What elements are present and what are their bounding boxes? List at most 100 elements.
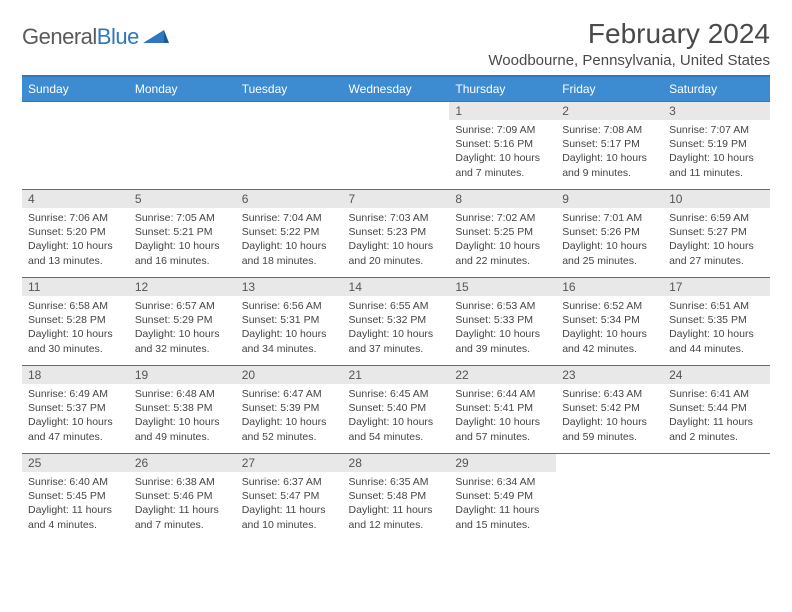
daylight-line: Daylight: 10 hours and 42 minutes. <box>562 327 657 355</box>
sunset-line: Sunset: 5:28 PM <box>28 313 123 327</box>
day-number: 1 <box>449 102 556 120</box>
sunset-line: Sunset: 5:22 PM <box>242 225 337 239</box>
daylight-line: Daylight: 10 hours and 49 minutes. <box>135 415 230 443</box>
weekday-header: Thursday <box>449 77 556 102</box>
calendar-day-cell: 15Sunrise: 6:53 AMSunset: 5:33 PMDayligh… <box>449 278 556 366</box>
brand-logo: GeneralBlue <box>22 18 169 50</box>
sunrise-line: Sunrise: 6:43 AM <box>562 387 657 401</box>
calendar-day-cell: 27Sunrise: 6:37 AMSunset: 5:47 PMDayligh… <box>236 454 343 542</box>
sunrise-line: Sunrise: 6:59 AM <box>669 211 764 225</box>
daylight-line: Daylight: 10 hours and 52 minutes. <box>242 415 337 443</box>
calendar-day-cell: 18Sunrise: 6:49 AMSunset: 5:37 PMDayligh… <box>22 366 129 454</box>
sunrise-line: Sunrise: 6:34 AM <box>455 475 550 489</box>
day-details: Sunrise: 6:37 AMSunset: 5:47 PMDaylight:… <box>236 472 343 536</box>
calendar-day-cell: 12Sunrise: 6:57 AMSunset: 5:29 PMDayligh… <box>129 278 236 366</box>
calendar-week-row: 11Sunrise: 6:58 AMSunset: 5:28 PMDayligh… <box>22 278 770 366</box>
sunrise-line: Sunrise: 6:40 AM <box>28 475 123 489</box>
sunrise-line: Sunrise: 6:35 AM <box>349 475 444 489</box>
daylight-line: Daylight: 10 hours and 44 minutes. <box>669 327 764 355</box>
day-number: 21 <box>343 366 450 384</box>
sunrise-line: Sunrise: 7:01 AM <box>562 211 657 225</box>
sunset-line: Sunset: 5:20 PM <box>28 225 123 239</box>
month-title: February 2024 <box>488 18 770 50</box>
daylight-line: Daylight: 10 hours and 30 minutes. <box>28 327 123 355</box>
day-details: Sunrise: 6:34 AMSunset: 5:49 PMDaylight:… <box>449 472 556 536</box>
daylight-line: Daylight: 10 hours and 25 minutes. <box>562 239 657 267</box>
day-details: Sunrise: 7:08 AMSunset: 5:17 PMDaylight:… <box>556 120 663 184</box>
day-details: Sunrise: 6:52 AMSunset: 5:34 PMDaylight:… <box>556 296 663 360</box>
brand-word1: General <box>22 24 97 49</box>
daylight-line: Daylight: 11 hours and 7 minutes. <box>135 503 230 531</box>
daylight-line: Daylight: 10 hours and 20 minutes. <box>349 239 444 267</box>
sunset-line: Sunset: 5:27 PM <box>669 225 764 239</box>
brand-word2: Blue <box>97 24 139 49</box>
sunrise-line: Sunrise: 6:58 AM <box>28 299 123 313</box>
daylight-line: Daylight: 10 hours and 13 minutes. <box>28 239 123 267</box>
day-number: 27 <box>236 454 343 472</box>
day-number: 2 <box>556 102 663 120</box>
calendar-day-cell: 14Sunrise: 6:55 AMSunset: 5:32 PMDayligh… <box>343 278 450 366</box>
sunset-line: Sunset: 5:17 PM <box>562 137 657 151</box>
calendar-week-row: 4Sunrise: 7:06 AMSunset: 5:20 PMDaylight… <box>22 190 770 278</box>
day-details: Sunrise: 6:38 AMSunset: 5:46 PMDaylight:… <box>129 472 236 536</box>
sunset-line: Sunset: 5:48 PM <box>349 489 444 503</box>
day-details: Sunrise: 6:58 AMSunset: 5:28 PMDaylight:… <box>22 296 129 360</box>
calendar-day-cell: 9Sunrise: 7:01 AMSunset: 5:26 PMDaylight… <box>556 190 663 278</box>
daylight-line: Daylight: 11 hours and 15 minutes. <box>455 503 550 531</box>
daylight-line: Daylight: 10 hours and 32 minutes. <box>135 327 230 355</box>
daylight-line: Daylight: 10 hours and 7 minutes. <box>455 151 550 179</box>
calendar-day-cell: 28Sunrise: 6:35 AMSunset: 5:48 PMDayligh… <box>343 454 450 542</box>
day-details: Sunrise: 6:53 AMSunset: 5:33 PMDaylight:… <box>449 296 556 360</box>
daylight-line: Daylight: 10 hours and 16 minutes. <box>135 239 230 267</box>
daylight-line: Daylight: 10 hours and 47 minutes. <box>28 415 123 443</box>
day-details: Sunrise: 6:56 AMSunset: 5:31 PMDaylight:… <box>236 296 343 360</box>
daylight-line: Daylight: 10 hours and 11 minutes. <box>669 151 764 179</box>
sunset-line: Sunset: 5:25 PM <box>455 225 550 239</box>
daylight-line: Daylight: 11 hours and 4 minutes. <box>28 503 123 531</box>
calendar-day-cell: 29Sunrise: 6:34 AMSunset: 5:49 PMDayligh… <box>449 454 556 542</box>
day-number: 20 <box>236 366 343 384</box>
calendar-empty-cell <box>663 454 770 542</box>
daylight-line: Daylight: 10 hours and 18 minutes. <box>242 239 337 267</box>
sunset-line: Sunset: 5:34 PM <box>562 313 657 327</box>
sunset-line: Sunset: 5:45 PM <box>28 489 123 503</box>
calendar-week-row: 1Sunrise: 7:09 AMSunset: 5:16 PMDaylight… <box>22 102 770 190</box>
calendar-day-cell: 23Sunrise: 6:43 AMSunset: 5:42 PMDayligh… <box>556 366 663 454</box>
daylight-line: Daylight: 10 hours and 34 minutes. <box>242 327 337 355</box>
title-block: February 2024 Woodbourne, Pennsylvania, … <box>488 18 770 69</box>
day-number: 24 <box>663 366 770 384</box>
day-number: 10 <box>663 190 770 208</box>
day-details: Sunrise: 7:02 AMSunset: 5:25 PMDaylight:… <box>449 208 556 272</box>
calendar-table: SundayMondayTuesdayWednesdayThursdayFrid… <box>22 77 770 542</box>
day-number: 17 <box>663 278 770 296</box>
sunrise-line: Sunrise: 6:52 AM <box>562 299 657 313</box>
day-number: 25 <box>22 454 129 472</box>
calendar-day-cell: 25 Sunrise: 6:40 AMSunset: 5:45 PMDayligh… <box>22 454 129 542</box>
day-number: 3 <box>663 102 770 120</box>
sunset-line: Sunset: 5:35 PM <box>669 313 764 327</box>
calendar-day-cell: 10Sunrise: 6:59 AMSunset: 5:27 PMDayligh… <box>663 190 770 278</box>
brand-text: GeneralBlue <box>22 24 139 50</box>
daylight-line: Daylight: 10 hours and 37 minutes. <box>349 327 444 355</box>
calendar-day-cell: 26Sunrise: 6:38 AMSunset: 5:46 PMDayligh… <box>129 454 236 542</box>
calendar-day-cell: 4Sunrise: 7:06 AMSunset: 5:20 PMDaylight… <box>22 190 129 278</box>
calendar-day-cell: 24Sunrise: 6:41 AMSunset: 5:44 PMDayligh… <box>663 366 770 454</box>
location-subtitle: Woodbourne, Pennsylvania, United States <box>488 52 770 69</box>
day-number: 14 <box>343 278 450 296</box>
day-details: Sunrise: 6:51 AMSunset: 5:35 PMDaylight:… <box>663 296 770 360</box>
calendar-day-cell: 7Sunrise: 7:03 AMSunset: 5:23 PMDaylight… <box>343 190 450 278</box>
day-number: 15 <box>449 278 556 296</box>
sunrise-line: Sunrise: 7:04 AM <box>242 211 337 225</box>
sunset-line: Sunset: 5:47 PM <box>242 489 337 503</box>
sunset-line: Sunset: 5:38 PM <box>135 401 230 415</box>
daylight-line: Daylight: 11 hours and 12 minutes. <box>349 503 444 531</box>
calendar-day-cell: 11Sunrise: 6:58 AMSunset: 5:28 PMDayligh… <box>22 278 129 366</box>
day-number: 5 <box>129 190 236 208</box>
weekday-header: Wednesday <box>343 77 450 102</box>
sunrise-line: Sunrise: 6:45 AM <box>349 387 444 401</box>
weekday-header: Friday <box>556 77 663 102</box>
day-details: Sunrise: 6:41 AMSunset: 5:44 PMDaylight:… <box>663 384 770 448</box>
sunset-line: Sunset: 5:31 PM <box>242 313 337 327</box>
sunrise-line: Sunrise: 7:02 AM <box>455 211 550 225</box>
calendar-body: 1Sunrise: 7:09 AMSunset: 5:16 PMDaylight… <box>22 102 770 542</box>
